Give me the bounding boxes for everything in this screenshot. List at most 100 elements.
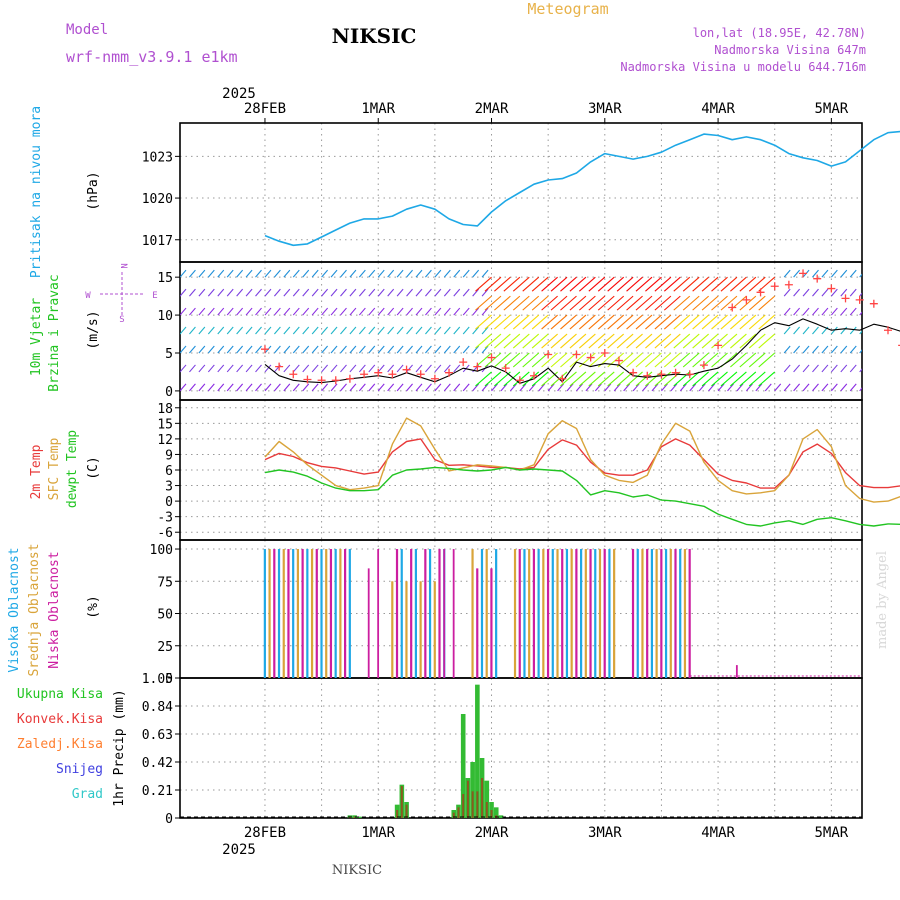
compass-south: S — [119, 315, 124, 325]
wind-arrow — [730, 352, 747, 368]
wind-arrow — [406, 288, 413, 297]
wind-arrow — [560, 276, 577, 292]
cloud-ytick-label-1: 25 — [157, 640, 173, 655]
wind-arrow — [302, 345, 310, 354]
wind-arrow — [661, 383, 668, 392]
precip-frame — [179, 677, 863, 819]
wind-arrow — [588, 371, 606, 387]
cloud-bar — [320, 549, 323, 678]
gust-marker — [869, 299, 878, 308]
wind-arrow — [673, 314, 691, 330]
wind-arrow — [283, 288, 291, 297]
wind-arrow — [730, 314, 747, 330]
wind-arrow — [217, 307, 225, 316]
cloud-bar — [367, 568, 370, 678]
wind-arrow — [340, 288, 347, 297]
wind-arrow — [255, 288, 262, 297]
wind-arrow — [415, 383, 423, 392]
temperature-panel: 2m Temp SFC Temp dewpt Temp (C) — [29, 430, 101, 508]
wind-arrow — [635, 276, 653, 292]
wind-arrow — [682, 371, 700, 387]
wind-arrow — [604, 383, 612, 392]
wind-arrow — [207, 326, 215, 335]
gust-marker — [799, 269, 808, 278]
cloud-bar — [561, 549, 564, 678]
wind-arrow — [311, 307, 319, 316]
wind-arrow — [717, 383, 725, 392]
wind-arrow — [830, 269, 838, 278]
wind-arrow — [189, 307, 196, 316]
wind-arrow — [711, 352, 728, 368]
cloud-bar — [688, 549, 691, 678]
cloud-bar — [537, 549, 540, 678]
wind-arrow — [198, 345, 206, 354]
temp-ytick-label-3: 3 — [165, 480, 173, 495]
gust-marker — [855, 295, 864, 304]
wind-arrow — [522, 314, 540, 330]
wind-arrow — [720, 276, 738, 292]
wind-arrow — [588, 333, 606, 349]
cloud-bar — [674, 549, 677, 678]
wind-arrow — [503, 276, 521, 292]
wind-arrow — [509, 383, 517, 392]
wind-arrow — [321, 326, 329, 335]
bottom-day-label-4MAR: 4MAR — [701, 825, 735, 841]
wind-arrow — [859, 273, 862, 278]
wind-arrow — [859, 349, 862, 354]
precip-legend-conv: Konvek.Kisa — [17, 712, 103, 727]
wind-arrow — [739, 352, 757, 368]
sfc-temp-line — [264, 417, 900, 503]
wind-arrow — [708, 383, 716, 392]
wind-arrow — [434, 364, 442, 373]
wind-arrow — [396, 345, 404, 354]
cloud-bar — [476, 568, 479, 678]
wind-arrow — [406, 307, 413, 316]
wind-arrow — [340, 326, 347, 335]
wind-arrow — [645, 352, 662, 368]
wind-arrow — [663, 333, 681, 349]
wind-arrow — [396, 326, 404, 335]
gust-marker — [643, 371, 652, 380]
cloud-bar — [679, 549, 682, 678]
cloud-bar — [546, 549, 550, 678]
wind-arrow — [560, 352, 577, 368]
wind-arrow — [576, 383, 583, 392]
wind-arrow — [512, 333, 530, 349]
wind-arrow — [425, 307, 432, 316]
wind-arrow — [569, 371, 587, 387]
cloud-bar — [565, 549, 569, 678]
wind-arrow — [330, 383, 338, 392]
wind-arrow — [198, 364, 206, 373]
wind-arrow — [245, 345, 253, 354]
wind-arrow — [522, 295, 540, 311]
wind-arrow — [387, 269, 395, 278]
wind-arrow — [802, 288, 810, 297]
wind-arrow — [748, 333, 766, 349]
precip-conv-bar — [476, 791, 479, 818]
gust-marker — [572, 350, 581, 359]
gust-marker — [586, 353, 595, 362]
wind-arrow — [443, 326, 451, 335]
wind-arrow — [255, 345, 262, 354]
gust-marker — [331, 376, 340, 385]
wind-arrow — [588, 295, 606, 311]
wind-arrow — [283, 269, 291, 278]
wind-arrow — [453, 307, 461, 316]
wind-arrow — [783, 269, 791, 278]
model-label: Model — [66, 22, 108, 38]
wind-arrow — [368, 326, 376, 335]
wind-arrow — [645, 314, 662, 330]
wind-arrow — [406, 326, 413, 335]
wind-arrow — [226, 326, 234, 335]
wind-arrow — [443, 383, 451, 392]
wind-arrow — [682, 314, 700, 330]
wind-arrow — [840, 269, 848, 278]
wind-arrow — [739, 314, 757, 330]
wind-arrow — [330, 326, 338, 335]
wind-arrow — [500, 383, 508, 392]
wind-arrow — [340, 307, 347, 316]
wind-arrow — [541, 276, 558, 292]
gust-marker — [685, 370, 694, 379]
wind-arrow — [236, 269, 244, 278]
wind-arrow — [503, 333, 521, 349]
